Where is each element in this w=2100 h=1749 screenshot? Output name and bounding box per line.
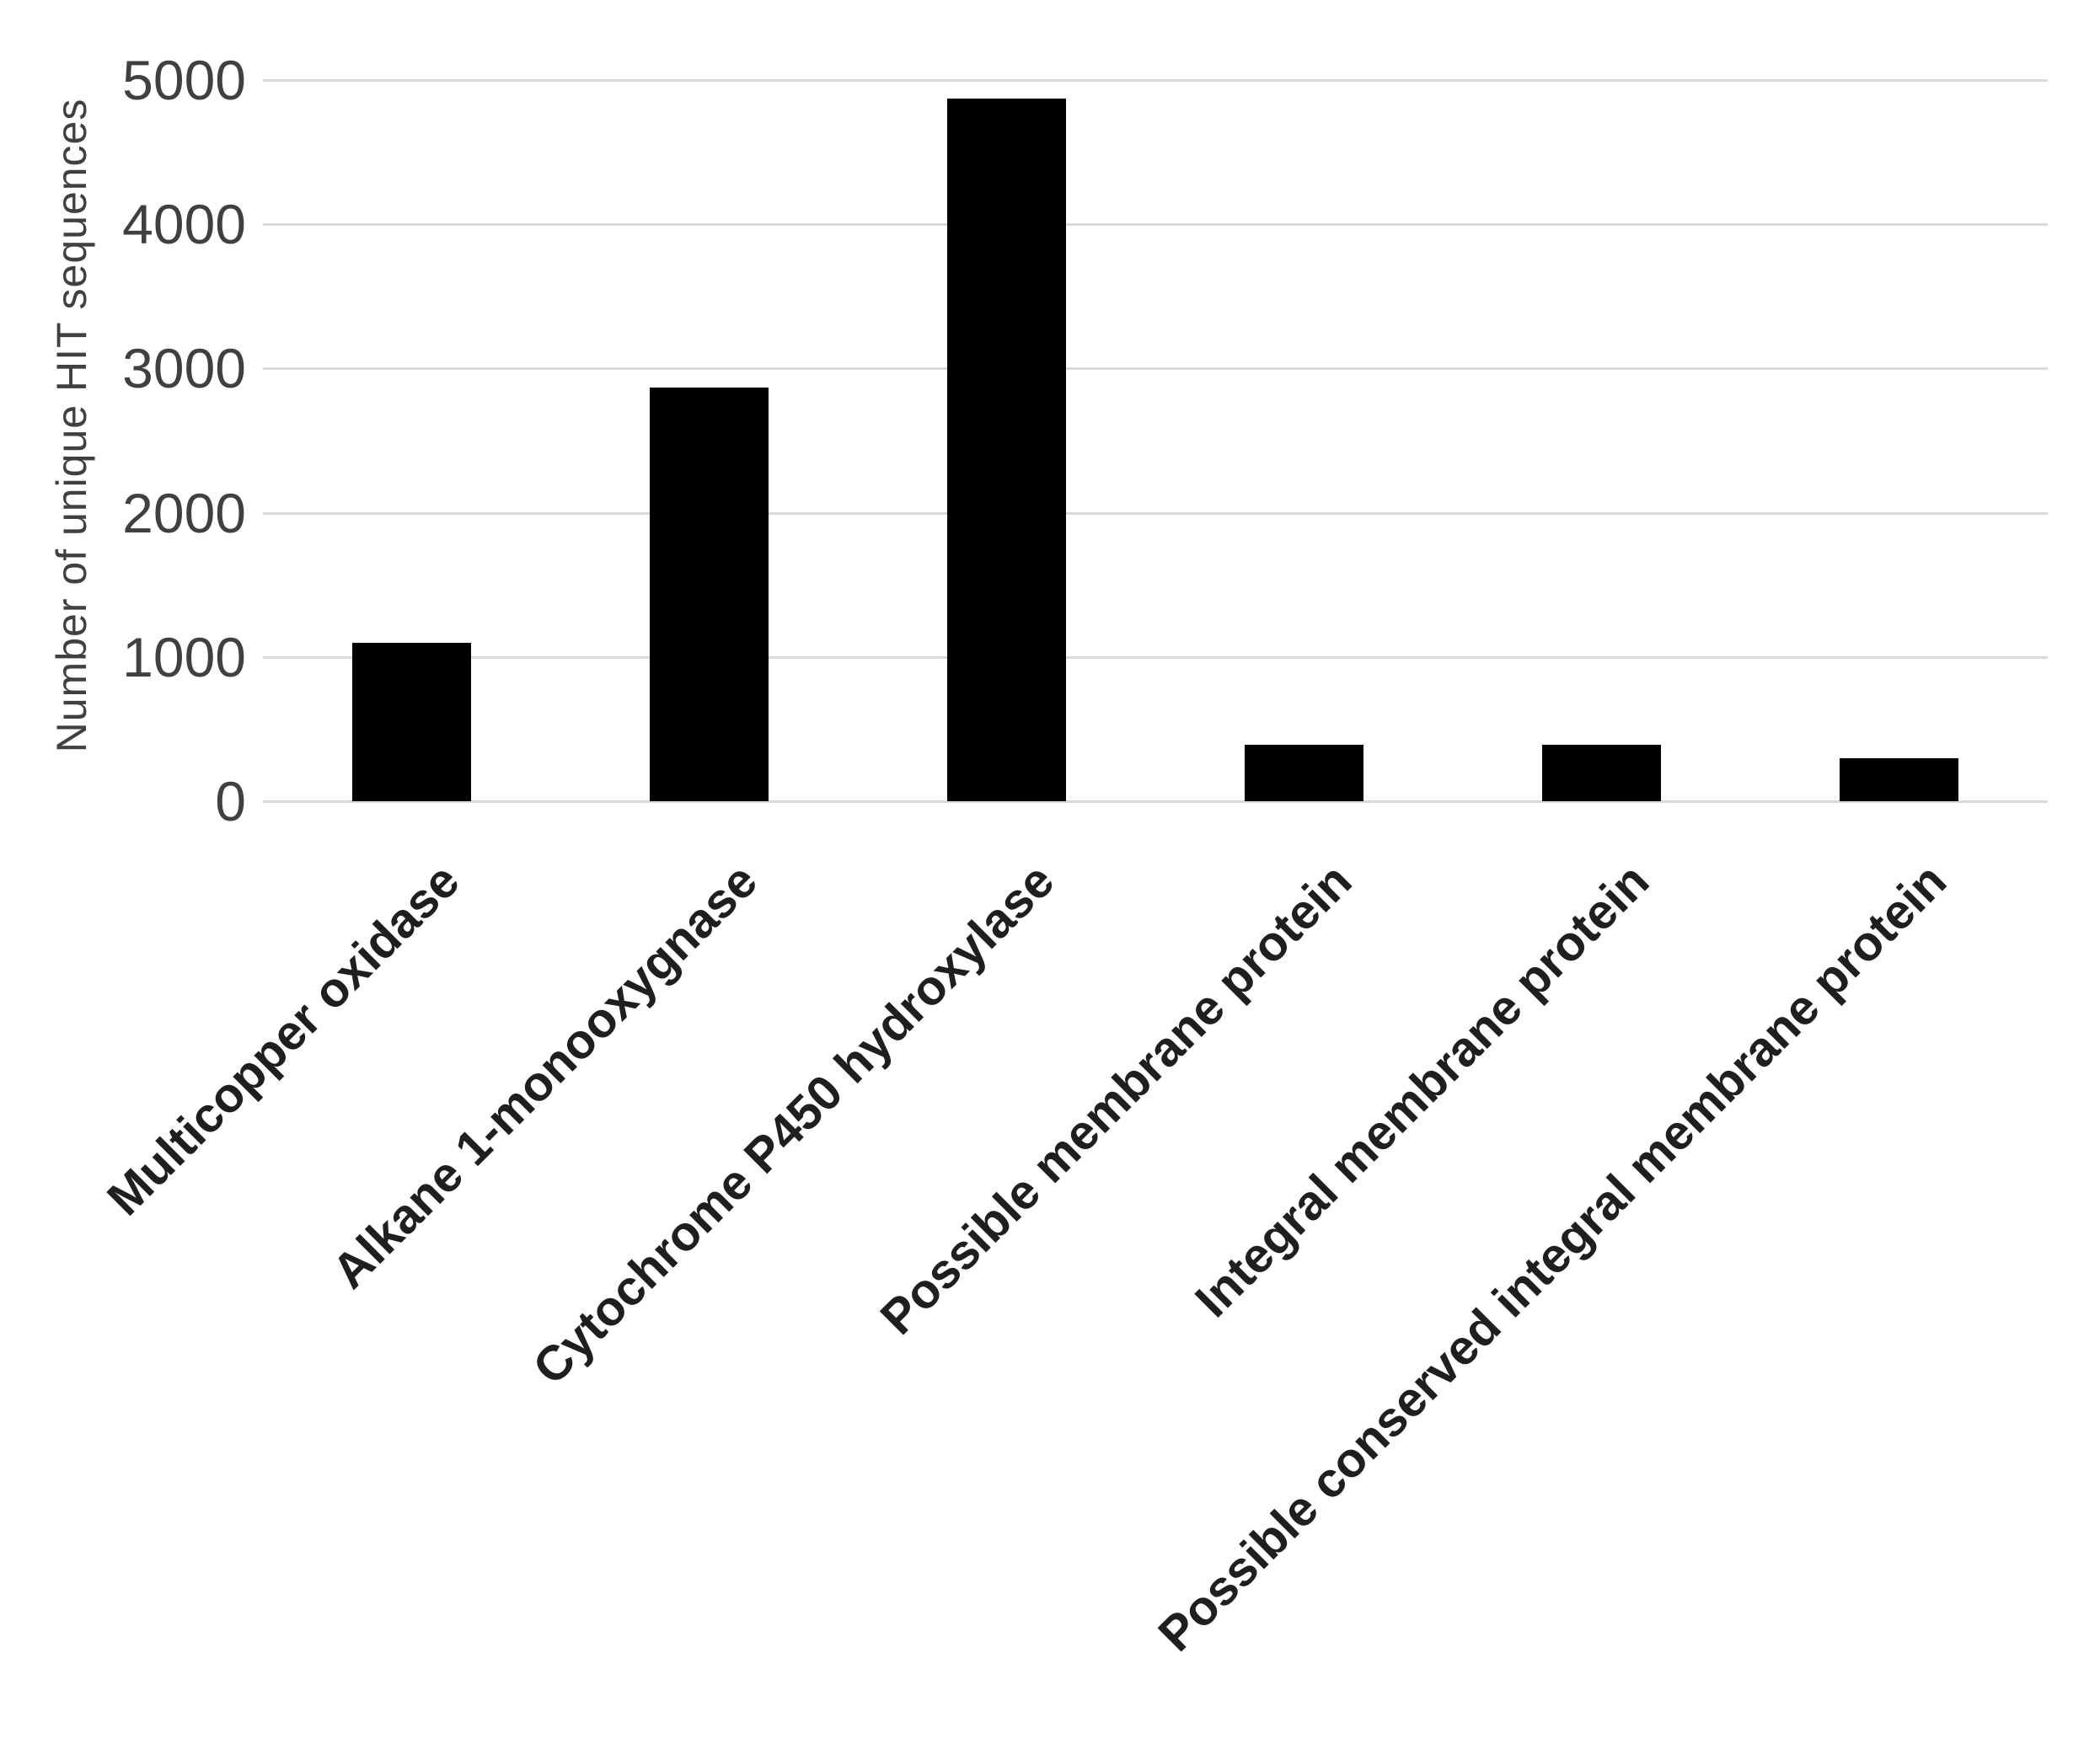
y-tick-label-4000: 4000 <box>122 193 246 255</box>
x-category-label: Possible conserved integral membrane pro… <box>1148 853 1958 1662</box>
gridline-0 <box>263 800 2048 803</box>
y-tick-label-3000: 3000 <box>122 337 246 399</box>
y-tick-label-1000: 1000 <box>122 626 246 688</box>
gridline-5000 <box>263 79 2048 82</box>
gridline-4000 <box>263 223 2048 226</box>
bar <box>352 643 471 801</box>
y-tick-label-5000: 5000 <box>122 49 246 111</box>
bar <box>650 388 769 801</box>
bar <box>1245 745 1363 801</box>
gridline-1000 <box>263 656 2048 659</box>
gridline-3000 <box>263 367 2048 370</box>
y-tick-label-2000: 2000 <box>122 482 246 544</box>
y-tick-label-0: 0 <box>215 770 246 832</box>
bar <box>1840 758 1958 801</box>
gridline-2000 <box>263 512 2048 515</box>
bar <box>1542 745 1661 801</box>
bar <box>947 99 1066 801</box>
